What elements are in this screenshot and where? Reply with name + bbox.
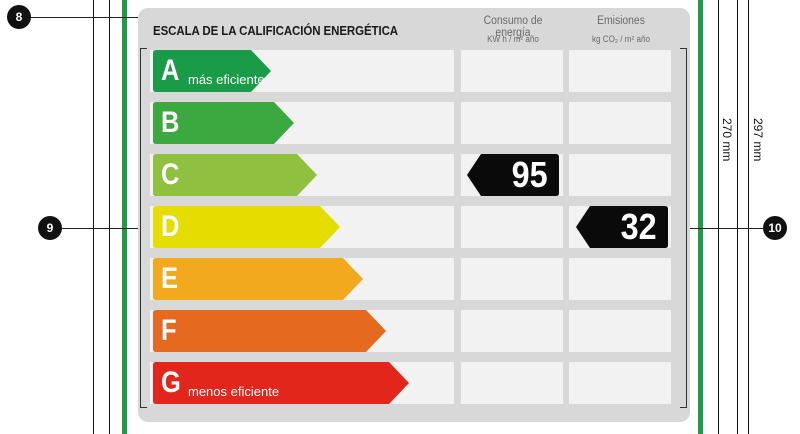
rating-letter: A (161, 54, 180, 87)
emissions-cell (569, 102, 671, 144)
energy-cell (461, 258, 563, 300)
frame-line-right-2 (737, 0, 738, 434)
frame-line-left-2 (109, 0, 110, 434)
rating-letter: E (161, 262, 179, 295)
frame-line-right-3 (748, 0, 749, 434)
rating-letter: D (161, 210, 180, 243)
scale-bracket-left (140, 48, 147, 408)
page-title: ESCALA DE LA CALIFICACIÓN ENERGÉTICA (153, 24, 399, 38)
callout-8: 8 (7, 5, 31, 29)
emissions-cell (569, 50, 671, 92)
rating-arrow-d (153, 206, 340, 248)
dimension-297mm: 297 mm (751, 118, 765, 162)
rating-sublabel: menos eficiente (188, 384, 280, 399)
rating-letter: G (161, 366, 181, 399)
callout-10-leader (686, 228, 764, 229)
callout-8-leader (30, 17, 146, 18)
frame-line-right-1 (718, 0, 719, 434)
rating-letter: B (161, 106, 180, 139)
rating-arrow-a (153, 50, 271, 92)
energy-value: 95 (511, 154, 548, 195)
emissions-column-header: Emisiones (597, 15, 645, 27)
rating-arrow-e (153, 258, 363, 300)
energy-cell (461, 50, 563, 92)
frame-line-left-1 (93, 0, 94, 434)
green-border-left (122, 0, 127, 434)
rating-letter: F (161, 314, 177, 347)
emissions-cell (569, 154, 671, 196)
rating-arrow-f (153, 310, 386, 352)
callout-10: 10 (763, 216, 787, 240)
emissions-cell (569, 258, 671, 300)
rating-arrow-b (153, 102, 294, 144)
emissions-cell (569, 310, 671, 352)
callout-9: 9 (38, 216, 62, 240)
emissions-column-unit: kg CO₂ / m² año (591, 34, 651, 44)
green-border-right (698, 0, 703, 434)
rating-sublabel: más eficiente (188, 72, 265, 87)
emissions-value: 32 (620, 206, 657, 247)
energy-column-header: Consumo de energía (483, 15, 543, 39)
rating-arrow-g (153, 362, 409, 404)
emissions-cell (569, 362, 671, 404)
callout-9-leader (62, 228, 142, 229)
dimension-270mm: 270 mm (720, 118, 734, 162)
energy-column-unit: KW h / m² año (487, 34, 539, 44)
rating-letter: C (161, 158, 180, 191)
scale-bracket-right (680, 48, 687, 408)
energy-tag (467, 154, 559, 196)
energy-cell (461, 310, 563, 352)
energy-cell (461, 362, 563, 404)
energy-cell (461, 206, 563, 248)
rating-arrow-c (153, 154, 317, 196)
energy-cell (461, 102, 563, 144)
emissions-tag (576, 206, 668, 248)
